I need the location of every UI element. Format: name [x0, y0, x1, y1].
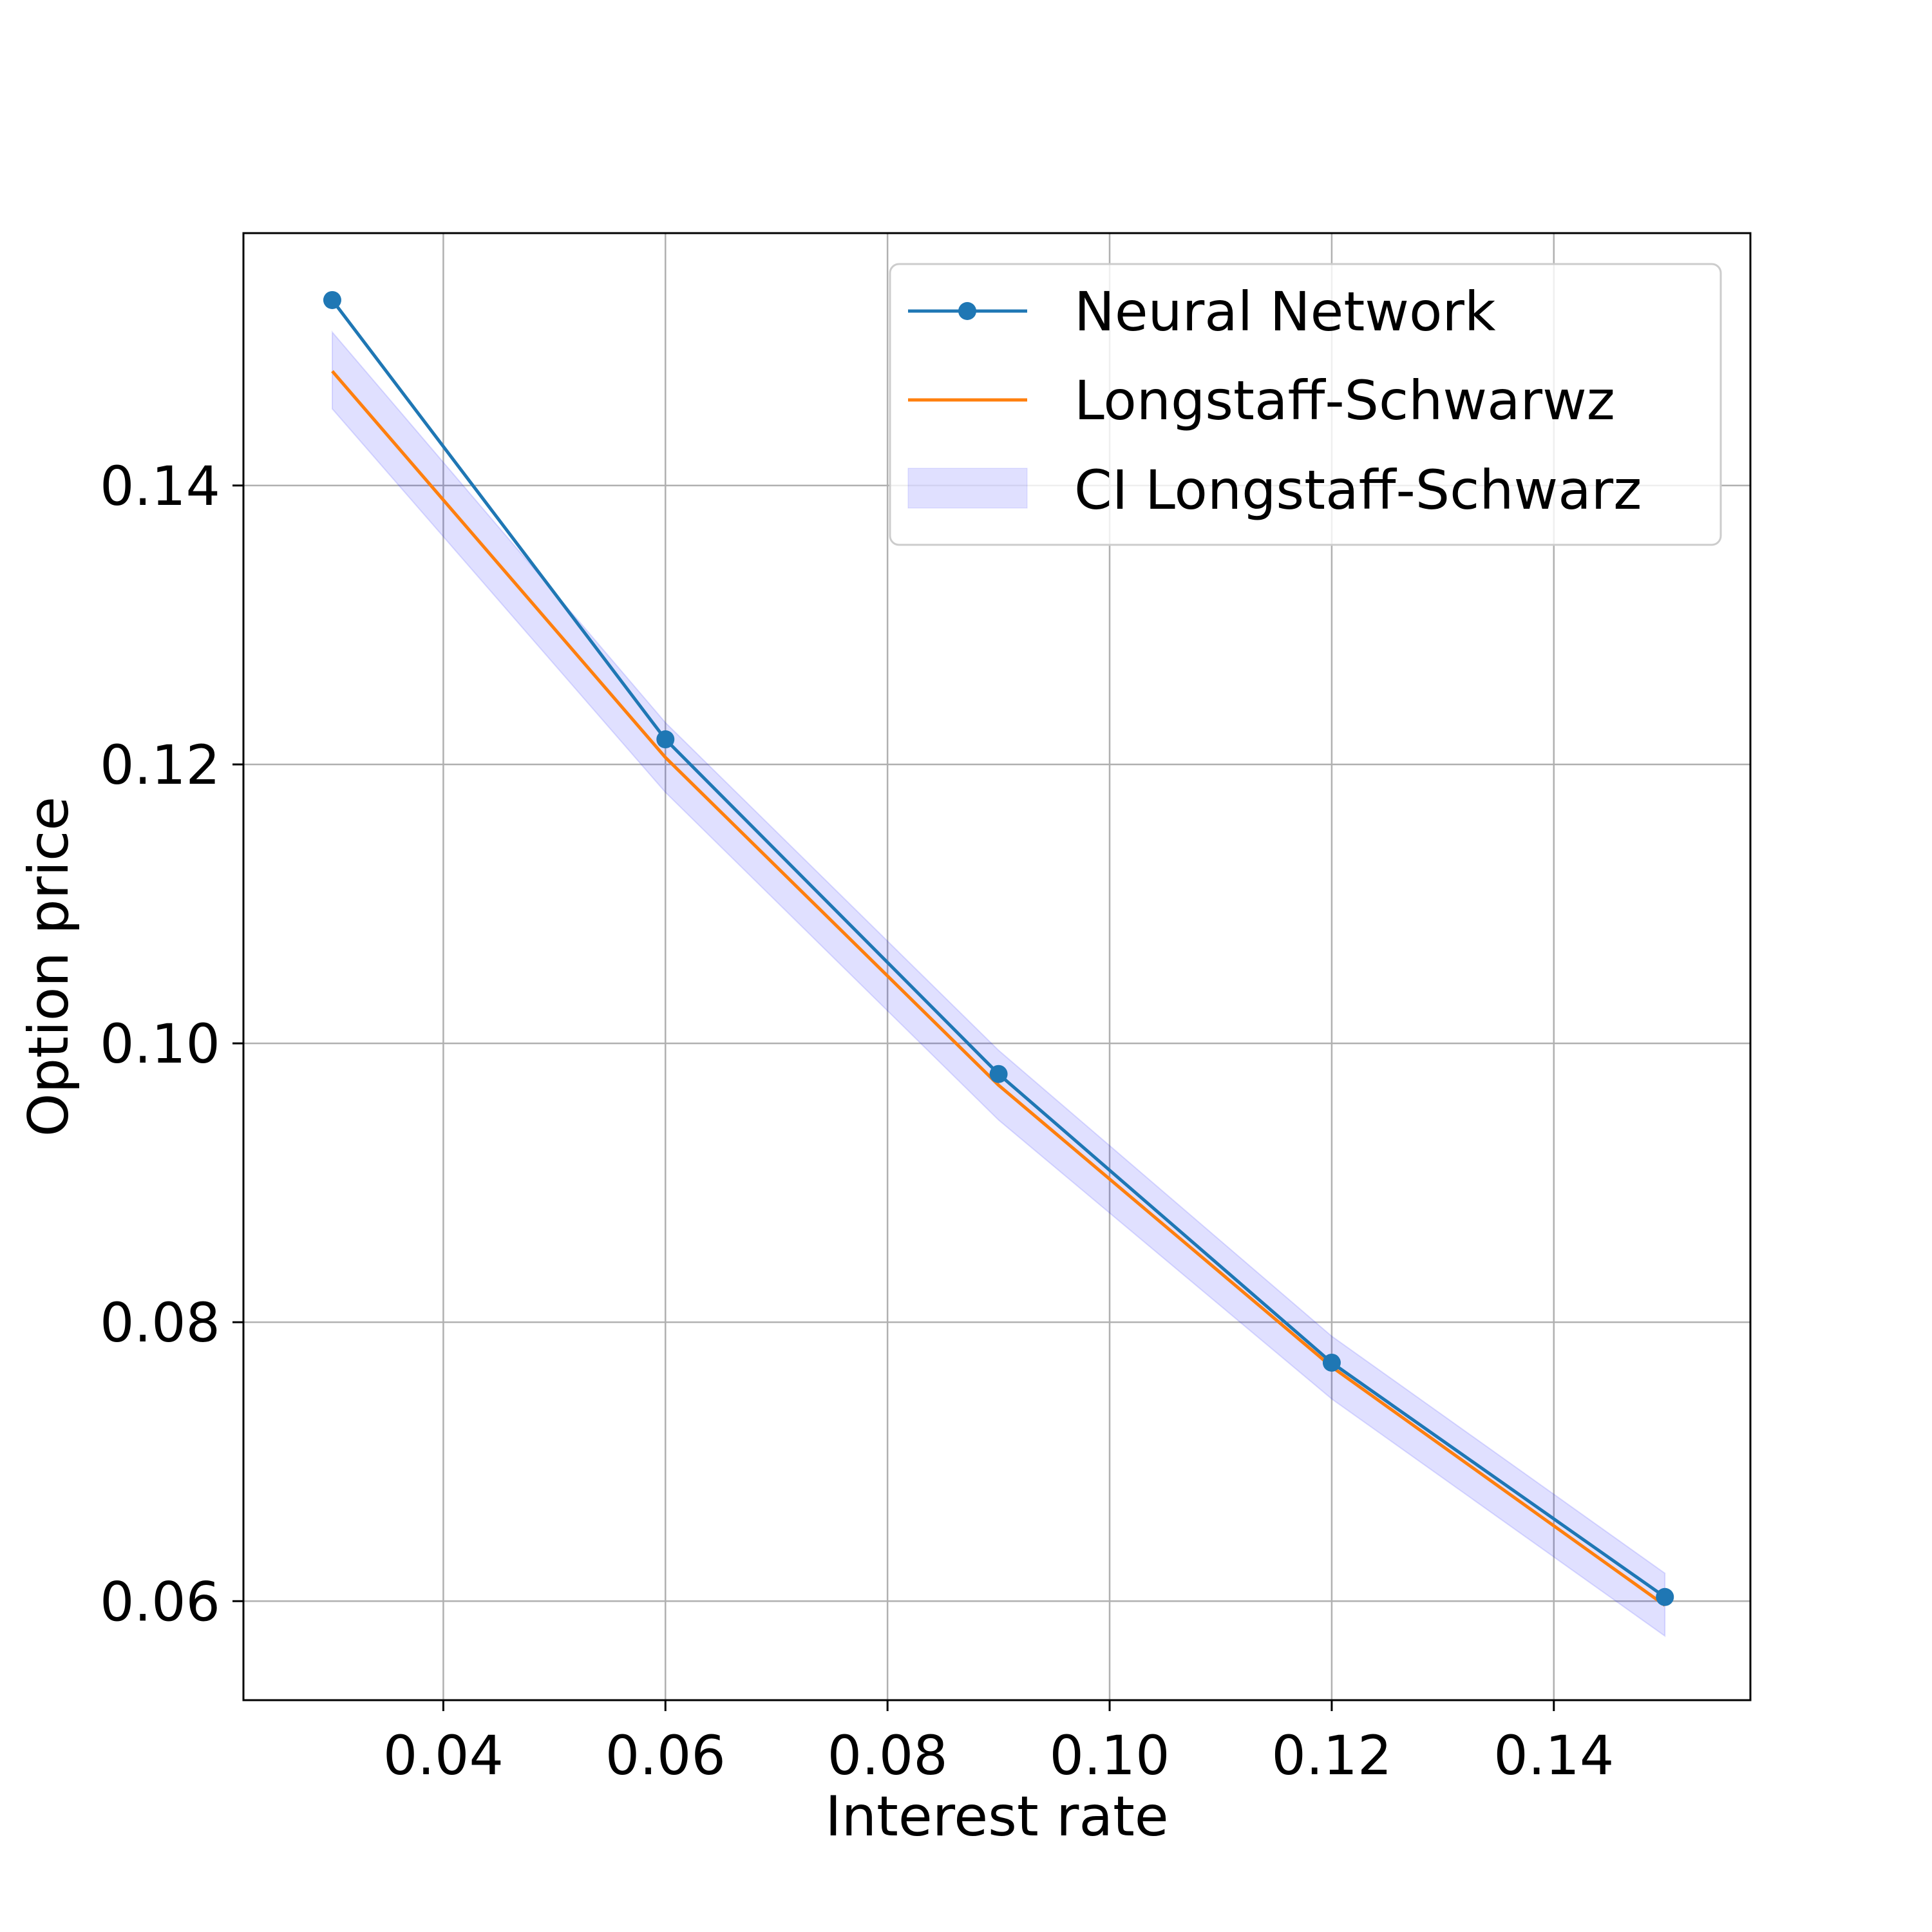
legend-box	[889, 263, 1722, 546]
data-point-neural-network	[656, 730, 675, 749]
plot-frame	[242, 232, 1752, 1701]
series-layer	[323, 290, 1674, 1607]
legend-ci-label: CI Longstaff-Schwarz	[1074, 459, 1642, 522]
legend: Neural Network Longstaff-Schwarwz CI Lon…	[889, 263, 1722, 546]
data-point-neural-network	[989, 1065, 1008, 1083]
data-point-neural-network	[1656, 1587, 1674, 1606]
series-line-longstaff-schwarwz	[331, 370, 1666, 1607]
legend-neural-network-label: Neural Network	[1074, 280, 1496, 343]
legend-ci-swatch	[907, 468, 1028, 509]
x-tick-label: 0.14	[1493, 1724, 1614, 1787]
y-tick-label: 0.14	[100, 455, 220, 518]
y-tick-label: 0.08	[100, 1291, 220, 1354]
x-tick-label: 0.12	[1271, 1724, 1392, 1787]
legend-longstaff-schwarwz-label: Longstaff-Schwarwz	[1074, 369, 1615, 432]
ci-band	[331, 330, 1666, 1638]
y-axis-ticks: 0.06 0.08 0.10 0.12 0.14	[100, 455, 243, 1633]
y-tick-label: 0.12	[100, 734, 220, 797]
x-tick-label: 0.08	[828, 1724, 948, 1787]
legend-neural-network-marker	[958, 302, 976, 320]
confidence-band-layer	[331, 330, 1666, 1638]
x-tick-label: 0.06	[605, 1724, 726, 1787]
x-tick-label: 0.04	[383, 1724, 504, 1787]
x-tick-label: 0.10	[1050, 1724, 1170, 1787]
data-point-neural-network	[1322, 1353, 1341, 1372]
y-axis-label: Option price	[17, 797, 81, 1137]
x-axis-ticks: 0.04 0.06 0.08 0.10 0.12 0.14	[383, 1700, 1614, 1787]
y-tick-label: 0.10	[100, 1012, 220, 1075]
x-axis-label: Interest rate	[825, 1785, 1168, 1849]
data-point-neural-network	[323, 290, 341, 309]
y-tick-label: 0.06	[100, 1570, 220, 1633]
